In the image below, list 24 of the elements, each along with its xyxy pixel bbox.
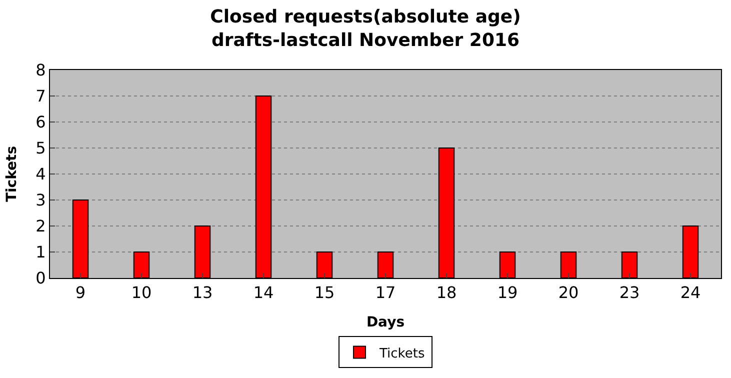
y-tick-label: 2 [36,216,46,236]
x-tick-label: 19 [497,283,518,302]
x-tick-label: 15 [314,283,335,302]
y-tick-label: 6 [36,112,46,132]
y-tick-label: 1 [36,242,46,262]
x-tick-label: 10 [131,283,152,302]
x-tick-label: 18 [436,283,457,302]
x-tick-label: 23 [619,283,640,302]
legend-label: Tickets [378,346,425,362]
y-tick-label: 4 [36,164,46,184]
y-tick-label: 5 [36,138,46,158]
y-tick-label: 3 [36,190,46,210]
y-tick-label: 8 [36,60,46,80]
x-tick-label: 20 [558,283,579,302]
x-tick-label: 13 [192,283,213,302]
chart-title: Closed requests(absolute age) drafts-lastcall November 2016 [210,6,521,52]
x-axis-title: Days [366,314,405,330]
x-tick-label: 24 [680,283,701,302]
x-tick-label: 9 [75,283,86,302]
y-axis-title: Tickets [4,146,20,202]
y-tick-label: 0 [36,268,46,288]
x-tick-label: 14 [253,283,274,302]
x-tick-label: 17 [375,283,396,302]
y-tick-label: 7 [36,86,46,106]
